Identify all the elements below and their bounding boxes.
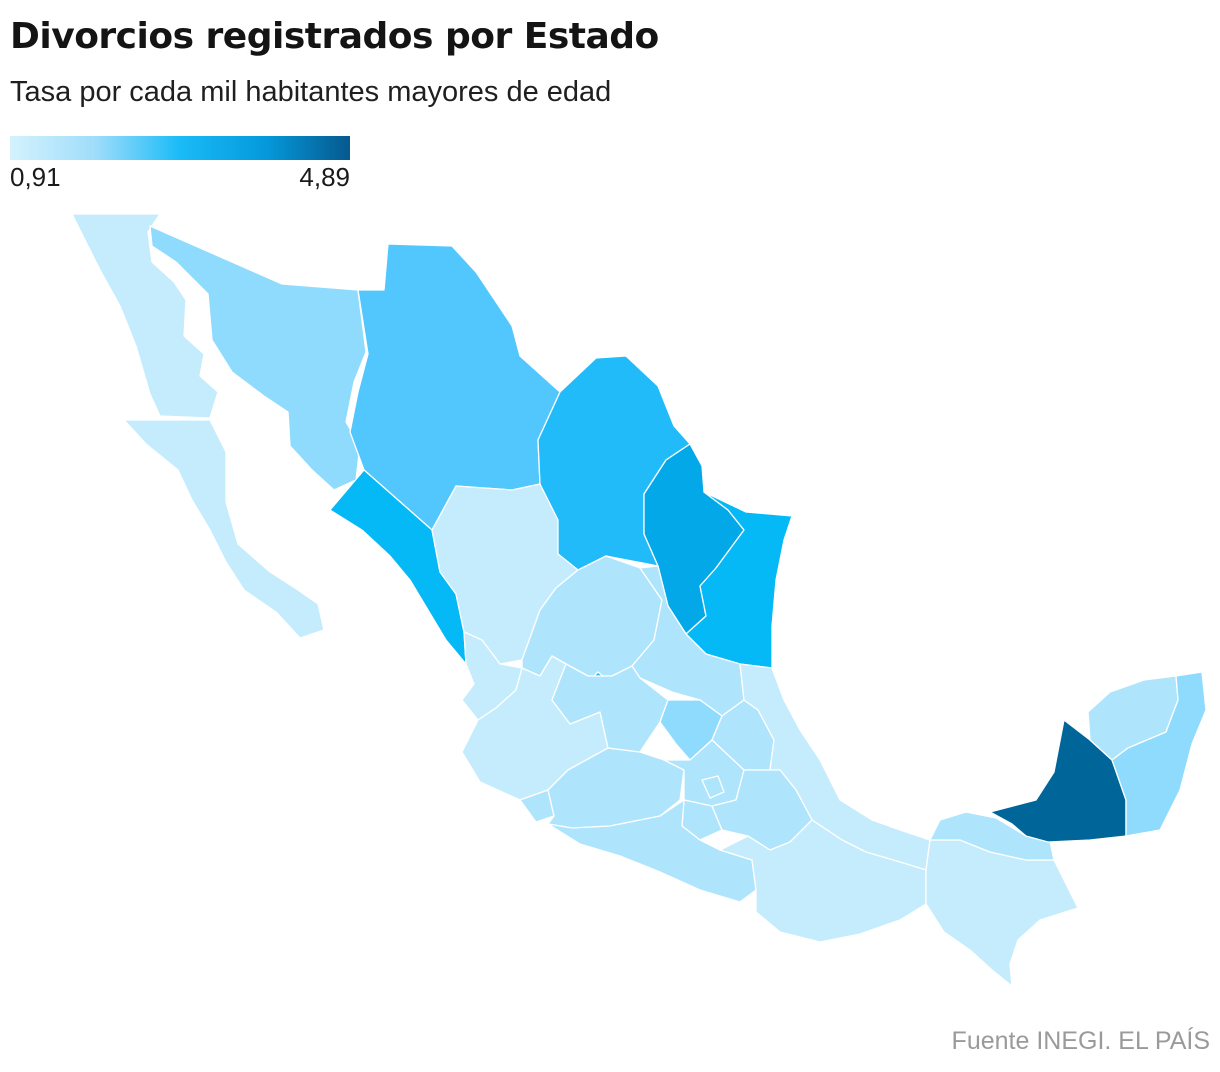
chart-subtitle: Tasa por cada mil habitantes mayores de … — [10, 76, 612, 108]
mexico-states-map — [71, 213, 1207, 987]
legend-gradient-bar — [10, 136, 350, 160]
source-credit: Fuente INEGI. EL PAÍS — [951, 1027, 1210, 1055]
state-quintana-roo — [1111, 671, 1207, 837]
state-chiapas — [925, 839, 1079, 987]
state-baja-california — [71, 213, 219, 419]
state-ciudad-de-mexico — [701, 775, 725, 799]
states-layer — [71, 213, 1207, 987]
legend-max-label: 4,89 — [299, 162, 350, 192]
state-guanajuato — [551, 663, 669, 753]
state-sonora — [149, 225, 367, 491]
legend-min-label: 0,91 — [10, 162, 61, 192]
color-legend: 0,91 4,89 — [10, 136, 350, 194]
state-baja-california-sur — [123, 419, 325, 639]
chart-title: Divorcios registrados por Estado — [10, 16, 659, 57]
